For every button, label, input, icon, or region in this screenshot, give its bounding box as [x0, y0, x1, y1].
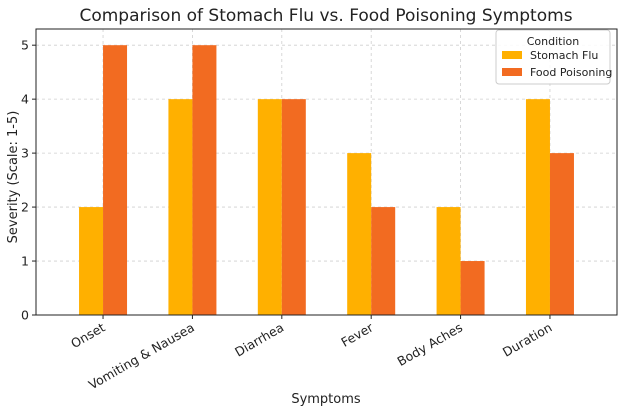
bar-stomach-flu-5 [525, 99, 550, 315]
x-tick-label: Diarrhea [232, 320, 286, 360]
legend-label-food-poisoning: Food Poisoning [530, 66, 612, 79]
x-tick-label: Duration [500, 320, 555, 360]
grid [36, 29, 617, 315]
bar-stomach-flu-4 [436, 207, 461, 315]
legend-swatch-stomach-flu [502, 51, 522, 59]
bar-stomach-flu-1 [168, 99, 193, 315]
bar-food-poisoning-0 [103, 45, 128, 315]
y-tick-label: 0 [21, 308, 29, 323]
x-tick-label: Onset [68, 320, 108, 351]
bar-food-poisoning-3 [371, 207, 396, 315]
legend-swatch-food-poisoning [502, 68, 522, 76]
legend-label-stomach-flu: Stomach Flu [530, 49, 598, 62]
y-tick-label: 5 [21, 38, 29, 53]
chart-title: Comparison of Stomach Flu vs. Food Poiso… [79, 6, 572, 26]
y-tick-label: 3 [21, 146, 29, 161]
bar-stomach-flu-0 [79, 207, 104, 315]
legend-title: Condition [527, 35, 580, 48]
x-tick-label: Fever [338, 319, 376, 350]
bar-food-poisoning-5 [549, 153, 574, 315]
y-tick-label: 4 [21, 92, 29, 107]
bar-stomach-flu-3 [347, 153, 372, 315]
plot-frame [35, 28, 618, 316]
bars [79, 45, 574, 315]
legend-frame [495, 29, 611, 85]
x-axis-label: Symptoms [291, 392, 361, 407]
x-tick-label: Body Aches [394, 320, 465, 369]
bar-food-poisoning-2 [281, 99, 306, 315]
y-tick-label: 1 [21, 254, 29, 269]
bar-food-poisoning-1 [192, 45, 217, 315]
y-axis-label: Severity (Scale: 1-5) [6, 111, 21, 244]
bar-food-poisoning-4 [460, 261, 485, 315]
bar-stomach-flu-2 [257, 99, 282, 315]
y-tick-label: 2 [21, 200, 29, 215]
legend: Condition Stomach Flu Food Poisoning [495, 29, 612, 85]
